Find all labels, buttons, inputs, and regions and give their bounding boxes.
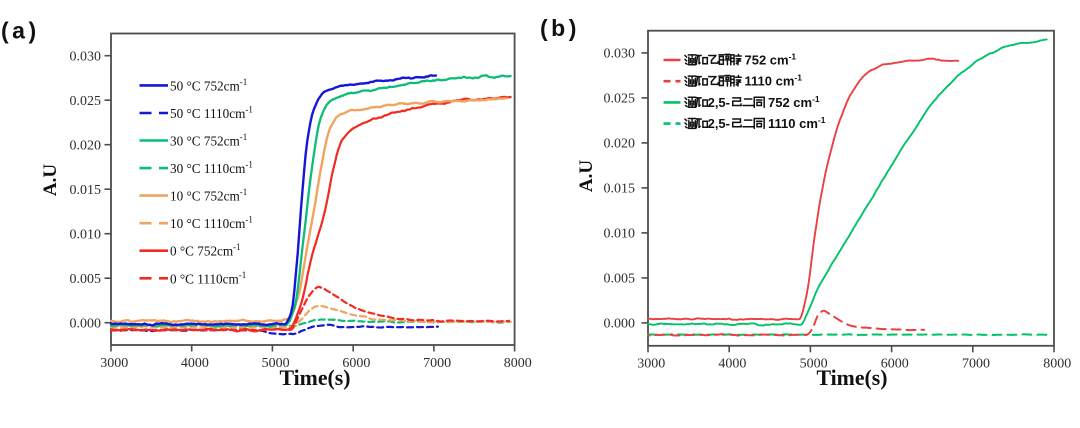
- svg-text:4000: 4000: [181, 356, 209, 371]
- svg-text:0.005: 0.005: [70, 272, 102, 287]
- svg-text:0 °C 752cm-1: 0 °C 752cm-1: [170, 242, 241, 259]
- svg-text:0.005: 0.005: [604, 272, 636, 287]
- svg-text:30 °C 1110cm-1: 30 °C 1110cm-1: [170, 160, 253, 177]
- svg-text:0 °C 1110cm-1: 0 °C 1110cm-1: [170, 270, 246, 287]
- svg-text:10 °C 1110cm-1: 10 °C 1110cm-1: [170, 215, 253, 232]
- svg-text:(a): (a): [1, 18, 40, 44]
- svg-text:0.020: 0.020: [604, 137, 636, 152]
- svg-text:0.030: 0.030: [604, 47, 636, 62]
- svg-text:30 °C 752cm-1: 30 °C 752cm-1: [170, 132, 247, 149]
- svg-text:5000: 5000: [800, 357, 828, 372]
- svg-text:10 °C 752cm-1: 10 °C 752cm-1: [170, 187, 247, 204]
- svg-text:0.010: 0.010: [604, 227, 636, 242]
- svg-text:8000: 8000: [504, 356, 532, 371]
- svg-text:1110 cm-1: 1110 cm-1: [745, 73, 803, 89]
- svg-text:0.030: 0.030: [70, 49, 102, 64]
- svg-text:7000: 7000: [962, 357, 990, 372]
- svg-text:0.020: 0.020: [70, 138, 102, 153]
- svg-text:1110 cm-1: 1110 cm-1: [768, 115, 826, 131]
- svg-text:0.025: 0.025: [70, 94, 102, 109]
- svg-text:4000: 4000: [718, 357, 746, 372]
- svg-text:0.000: 0.000: [70, 316, 102, 331]
- svg-text:3000: 3000: [637, 357, 665, 372]
- svg-text:50 °C 1110cm-1: 50 °C 1110cm-1: [170, 105, 253, 122]
- svg-text:A.U: A.U: [40, 164, 61, 196]
- svg-text:50 °C 752cm-1: 50 °C 752cm-1: [170, 77, 247, 94]
- svg-text:6000: 6000: [342, 356, 370, 371]
- svg-text:3000: 3000: [100, 356, 128, 371]
- svg-text:0.000: 0.000: [604, 317, 636, 332]
- svg-text:A.U: A.U: [576, 160, 597, 192]
- svg-text:Time(s): Time(s): [816, 366, 887, 390]
- svg-text:0.015: 0.015: [70, 183, 102, 198]
- svg-text:0.025: 0.025: [604, 92, 636, 107]
- svg-text:(b): (b): [540, 15, 580, 41]
- svg-text:Time(s): Time(s): [279, 366, 350, 390]
- svg-text:5000: 5000: [262, 356, 290, 371]
- svg-text:2,5-: 2,5-: [708, 95, 730, 110]
- svg-text:8000: 8000: [1043, 357, 1071, 372]
- svg-text:6000: 6000: [881, 357, 909, 372]
- svg-text:7000: 7000: [423, 356, 451, 371]
- svg-text:2,5-: 2,5-: [708, 116, 730, 131]
- svg-text:0.015: 0.015: [604, 182, 636, 197]
- svg-text:752 cm-1: 752 cm-1: [768, 94, 820, 110]
- svg-text:752 cm-1: 752 cm-1: [745, 52, 797, 68]
- svg-text:0.010: 0.010: [70, 227, 102, 242]
